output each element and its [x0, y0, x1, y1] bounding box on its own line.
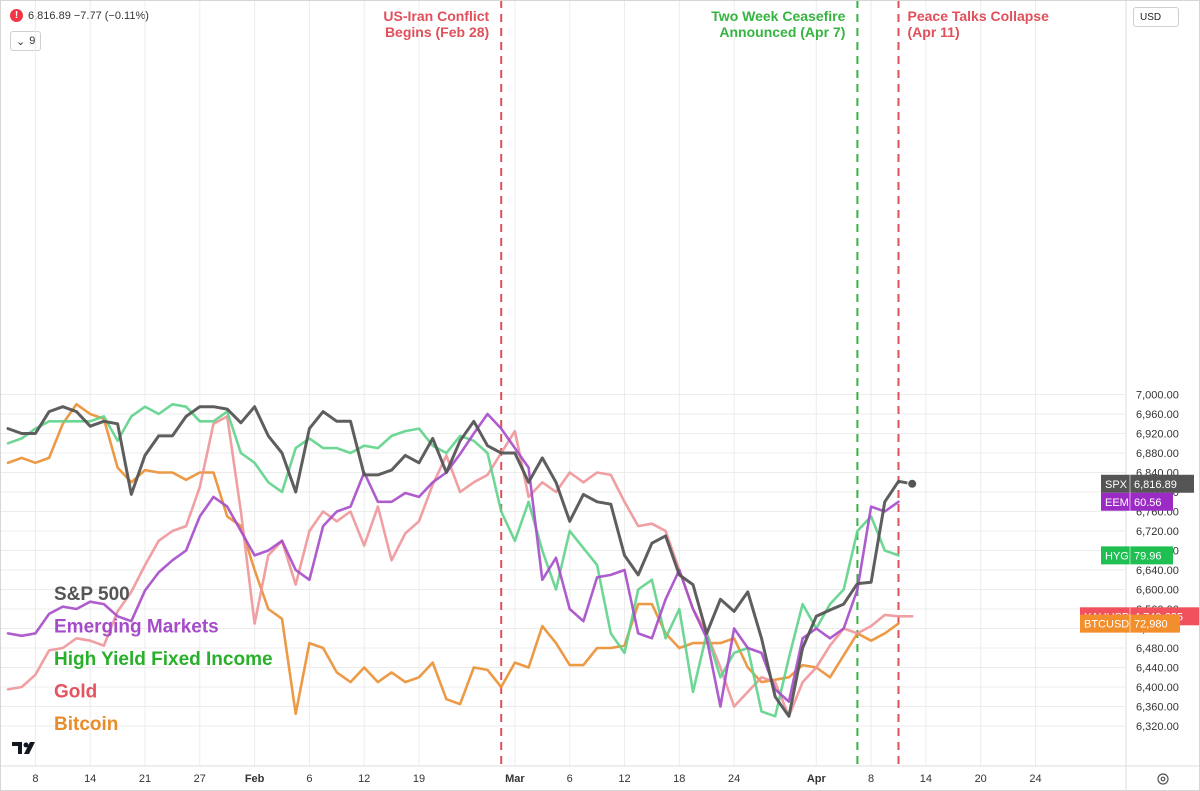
- y-tick-label: 6,320.00: [1136, 721, 1179, 733]
- y-tick-label: 6,440.00: [1136, 663, 1179, 675]
- badge-ticker-bg: [1080, 614, 1130, 633]
- x-tick-label: 21: [139, 773, 151, 785]
- event-label: US-Iran Conflict: [383, 8, 489, 24]
- legend-item: Emerging Markets: [54, 617, 219, 638]
- x-tick-label: 24: [728, 773, 740, 785]
- series-line-eem: [6, 412, 900, 708]
- x-tick-label: Mar: [505, 773, 525, 785]
- badge-value: 79.96: [1134, 550, 1162, 562]
- quote-readout: 6,816.89 −7.77 (−0.11%): [28, 9, 149, 22]
- y-tick-label: 6,400.00: [1136, 682, 1179, 694]
- badge-ticker: SPX: [1105, 479, 1128, 491]
- x-tick-label: 18: [673, 773, 685, 785]
- badge-value-bg: [1130, 474, 1194, 493]
- x-tick-label: 20: [975, 773, 987, 785]
- y-tick-label: 6,600.00: [1136, 585, 1179, 597]
- event-label: (Apr 11): [908, 24, 960, 40]
- y-tick-label: 6,720.00: [1136, 526, 1179, 538]
- x-tick-label: 14: [920, 773, 932, 785]
- event-label: Begins (Feb 28): [385, 24, 489, 40]
- y-tick-label: 6,880.00: [1136, 448, 1179, 460]
- badge-ticker-bg: [1101, 474, 1130, 493]
- layers-toggle[interactable]: ⌄ 9: [10, 31, 42, 51]
- legend-item: Gold: [54, 682, 97, 703]
- series-last-point: [907, 478, 918, 489]
- x-tick-label: 27: [194, 773, 206, 785]
- event-label: Peace Talks Collapse: [908, 8, 1050, 24]
- series-line-xauusd: [6, 415, 914, 718]
- currency-selector[interactable]: USD: [1133, 7, 1179, 27]
- badge-ticker: EEM: [1105, 497, 1129, 509]
- x-tick-label: 6: [306, 773, 312, 785]
- y-tick-label: 7,000.00: [1136, 390, 1179, 402]
- event-label: Announced (Apr 7): [719, 24, 845, 40]
- legend-item: S&P 500: [54, 584, 130, 605]
- gear-icon[interactable]: [1156, 772, 1170, 786]
- currency-label: USD: [1140, 11, 1162, 23]
- series-line-hyg: [6, 402, 900, 718]
- badge-value-bg: [1130, 492, 1173, 511]
- series-line-spx: [6, 405, 914, 718]
- y-tick-label: 6,640.00: [1136, 565, 1179, 577]
- x-tick-label: 19: [413, 773, 425, 785]
- tradingview-logo-icon: [12, 742, 35, 754]
- y-tick-label: 6,960.00: [1136, 409, 1179, 421]
- badge-value: 72,980: [1134, 619, 1168, 631]
- x-tick-label: Apr: [807, 773, 827, 785]
- x-tick-label: 8: [868, 773, 874, 785]
- gridlines: [0, 0, 1126, 766]
- badge-ticker: BTCUSD: [1084, 619, 1129, 631]
- price-badge-hyg: HYG 79.96: [1101, 546, 1173, 565]
- price-badge-spx: SPX 6,816.89: [1101, 474, 1194, 493]
- badge-ticker: HYG: [1105, 550, 1129, 562]
- x-tick-label: Feb: [245, 773, 265, 785]
- x-tick-label: 12: [358, 773, 370, 785]
- chevron-down-icon: ⌄: [16, 35, 26, 48]
- badge-ticker-bg: [1101, 546, 1130, 565]
- event-label: Two Week Ceasefire: [711, 8, 845, 24]
- price-badge-btcusd: BTCUSD 72,980: [1080, 614, 1180, 633]
- badge-value: 60.56: [1134, 497, 1162, 509]
- legend-item: High Yield Fixed Income: [54, 649, 273, 670]
- layers-count: 9: [29, 35, 36, 47]
- badge-ticker-bg: [1101, 492, 1130, 511]
- x-tick-label: 12: [618, 773, 630, 785]
- legend-item: Bitcoin: [54, 714, 118, 735]
- x-tick-label: 6: [567, 773, 573, 785]
- price-badge-eem: EEM 60.56: [1101, 492, 1173, 511]
- quote-header: ! 6,816.89 −7.77 (−0.11%): [10, 9, 149, 22]
- y-tick-label: 6,360.00: [1136, 702, 1179, 714]
- badge-value-bg: [1130, 546, 1173, 565]
- badge-value: 6,816.89: [1134, 479, 1177, 491]
- series-line-btcusd: [6, 402, 900, 716]
- y-tick-label: 6,480.00: [1136, 643, 1179, 655]
- x-tick-label: 24: [1029, 773, 1041, 785]
- alert-icon[interactable]: !: [10, 9, 23, 22]
- x-tick-label: 14: [84, 773, 96, 785]
- badge-value-bg: [1130, 614, 1180, 633]
- y-tick-label: 6,920.00: [1136, 429, 1179, 441]
- x-tick-label: 8: [32, 773, 38, 785]
